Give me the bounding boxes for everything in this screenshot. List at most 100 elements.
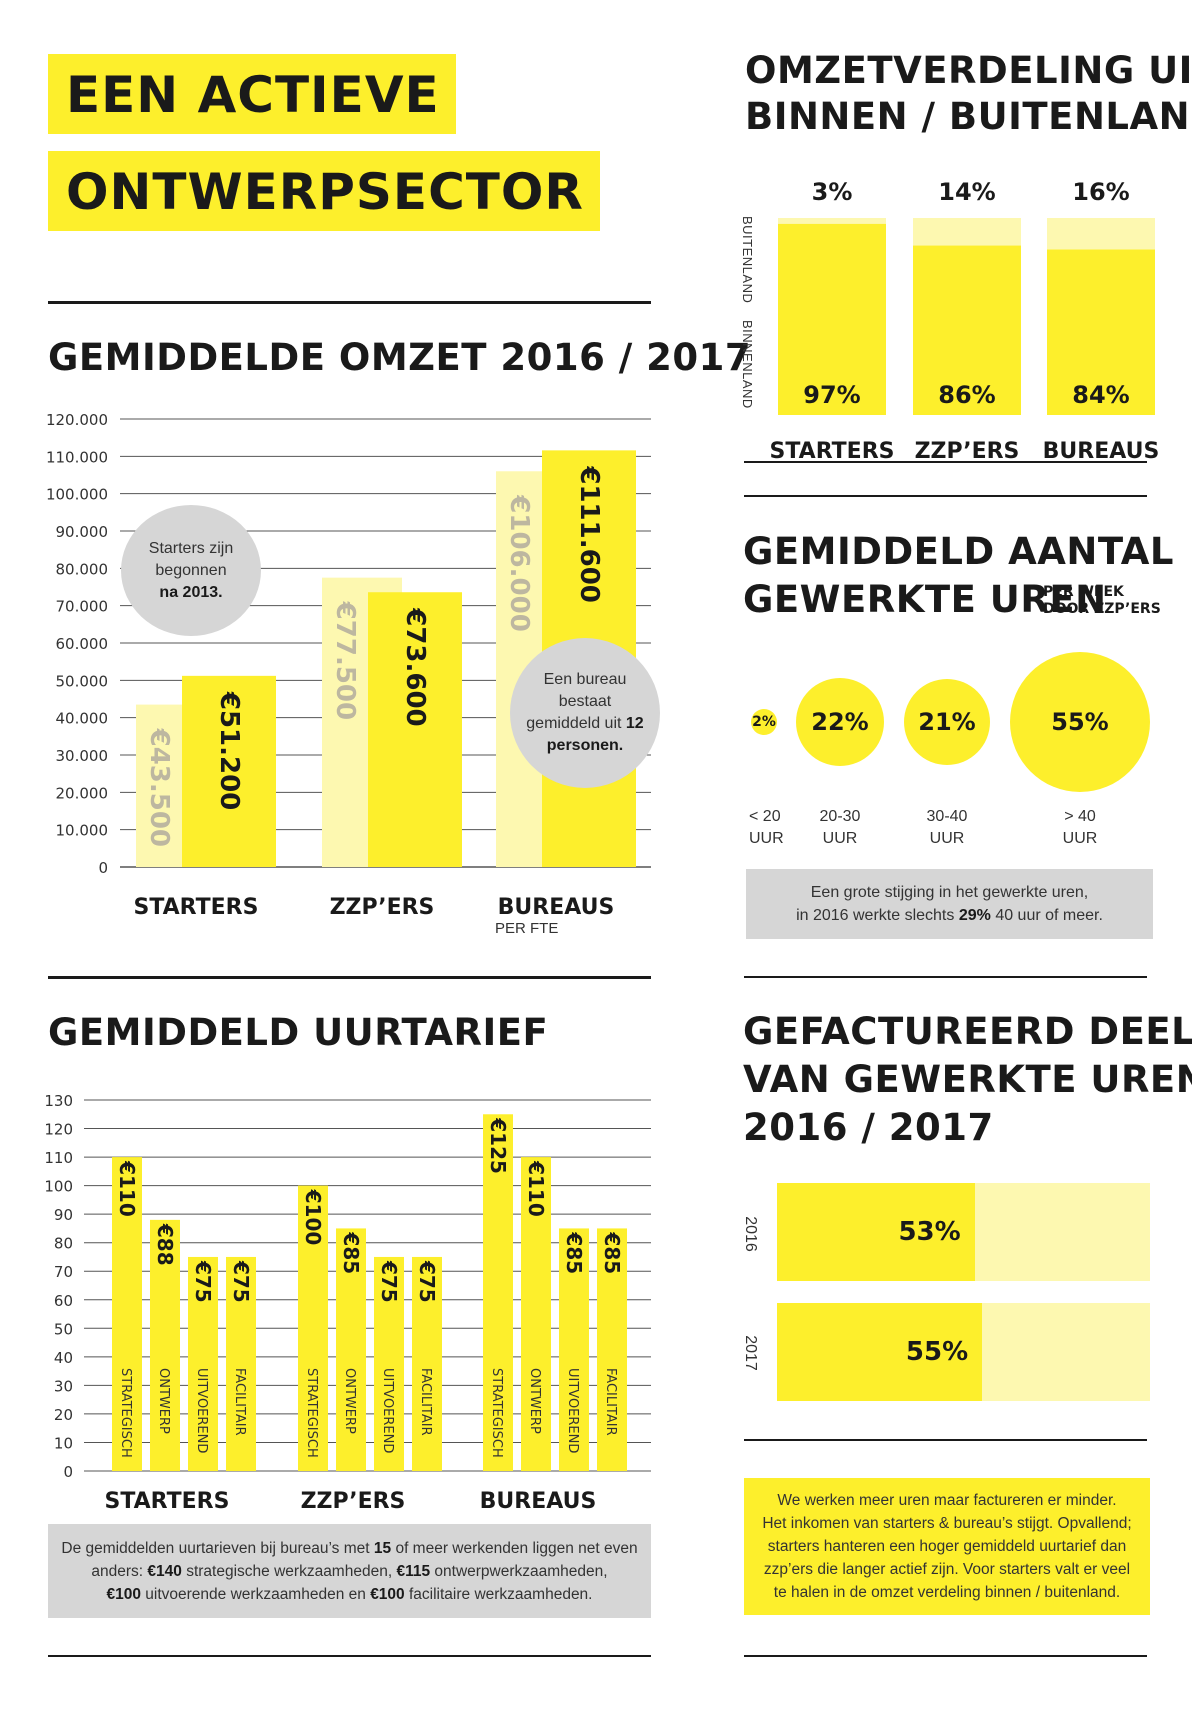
bureaus-per-fte: PER FTE (495, 920, 559, 937)
rates-note-e: strategische werkzaamheden, (186, 1562, 393, 1580)
hours-subtitle-1: PER WEEK (1043, 584, 1124, 600)
billed-fill-2017: 55% (777, 1303, 983, 1401)
rates-note: De gemiddelden uurtarieven bij bureau’s … (48, 1524, 651, 1618)
billed-value-2017: 55% (905, 1337, 969, 1367)
bar-2017 (182, 675, 276, 867)
y-tick-label: 110 (44, 1149, 73, 1167)
divider (48, 976, 651, 979)
billed-title-2: VAN GEWERKTE UREN (743, 1058, 1192, 1101)
billed-fill-2016: 53% (777, 1183, 975, 1281)
rate-category-label: FACILITAIR (603, 1368, 618, 1436)
billed-title-1: GEFACTUREERD DEEL (743, 1010, 1192, 1053)
rate-bar-label: €110 (115, 1160, 139, 1217)
y-tick-label: 0 (63, 1463, 73, 1481)
hours-title-1: GEMIDDELD AANTAL (743, 530, 1174, 573)
hours-note: Een grote stijging in het gewerkte uren,… (746, 869, 1153, 939)
rates-note-f: €115 (396, 1562, 431, 1580)
y-tick-label: 60.000 (56, 635, 109, 653)
bar-label-2016: €43.500 (144, 728, 174, 847)
rates-chart: 0 10 20 30 40 50 60 70 80 90 100 110 120 130 €110 STRAT… (44, 1092, 651, 1514)
divider (744, 976, 1147, 978)
y-tick-label: 20 (54, 1406, 73, 1424)
divider (744, 1655, 1147, 1657)
y-tick-label: 90.000 (56, 523, 109, 541)
y-tick-label: 10 (54, 1434, 73, 1452)
callout-bureau: Een bureau bestaat gemiddeld uit 12 pers… (510, 638, 660, 788)
rates-note-d: €140 (147, 1562, 182, 1580)
rates-note-g: ontwerpwerkzaamheden, (434, 1562, 608, 1580)
rate-bar-label: €85 (339, 1231, 363, 1274)
category-label: STARTERS (134, 895, 259, 920)
callout-starters-text: Starters zijn begonnen (148, 539, 234, 579)
category-label: BUREAUS (1043, 439, 1160, 464)
hours-note-line2-bold: 29% (958, 907, 991, 924)
callout-bureau-text: Een bureau bestaat gemiddeld uit (526, 671, 627, 732)
axis-binnenland: BINNENLAND (740, 320, 755, 409)
rate-bar-label: €125 (486, 1117, 510, 1174)
rate-bar (597, 1228, 627, 1471)
rate-bar-label: €75 (377, 1260, 401, 1303)
hours-bubble: 22% (795, 677, 885, 767)
hours-bubble: 2% (751, 709, 777, 735)
hours-bubble-label: 20-30 UUR (819, 808, 861, 847)
callout-bureau-bold: 12 personen. (546, 715, 644, 754)
rate-bar-label: €88 (153, 1223, 177, 1266)
rate-bar (412, 1256, 442, 1471)
y-tick-label: 120.000 (46, 411, 108, 429)
y-tick-label: 30.000 (56, 747, 109, 765)
y-tick-label: 120 (44, 1121, 73, 1139)
rate-bar (521, 1157, 551, 1471)
y-tick-label: 90 (54, 1206, 73, 1224)
category-label: STARTERS (770, 439, 895, 464)
rate-bar-label: €110 (524, 1160, 548, 1217)
rate-bar (112, 1157, 142, 1471)
y-tick-label: 110.000 (46, 448, 108, 466)
hours-note-line2-post: 40 uur of meer. (995, 907, 1103, 924)
bar-binnenland (1047, 249, 1155, 415)
label-binnenland: 84% (1072, 381, 1129, 409)
callout-starters: Starters zijn begonnen na 2013. (121, 505, 261, 636)
bar-label-2017: €73.600 (400, 607, 430, 726)
category-label: BUREAUS (498, 895, 615, 920)
label-binnenland: 86% (938, 381, 995, 409)
divider (48, 301, 651, 304)
rates-title: GEMIDDELD UURTARIEF (48, 1011, 549, 1054)
rates-note-b: 15 (373, 1539, 392, 1557)
rate-category-label: STRATEGISCH (118, 1368, 133, 1458)
bar-label-2016: €77.500 (330, 601, 360, 720)
hours-title-2: GEWERKTE UREN (743, 578, 1107, 621)
billed-year-2016: 2016 (742, 1216, 759, 1252)
conclusion-line2: Het inkomen van starters & bureau’s stij… (762, 1515, 1132, 1532)
y-tick-label: 100 (44, 1178, 73, 1196)
bar-binnenland (778, 223, 886, 415)
hours-note-line1: Een grote stijging in het gewerkte uren, (810, 884, 1089, 901)
billed-row-2017: 55% (777, 1303, 1150, 1401)
conclusion-line5: te halen in de omzet verdeling binnen / … (773, 1584, 1121, 1601)
rates-note-k: facilitaire werkzaamheden. (408, 1585, 593, 1603)
label-buitenland: 3% (812, 178, 853, 206)
conclusion-line4: zzp’ers die langer actief zijn. Voor sta… (763, 1561, 1131, 1578)
billed-value-2016: 53% (898, 1217, 961, 1247)
y-tick-label: 10.000 (56, 822, 109, 840)
split-title-1: OMZETVERDELING UIT (745, 49, 1192, 92)
y-tick-label: 50.000 (56, 672, 109, 690)
y-tick-label: 70 (54, 1263, 73, 1281)
rate-category-label: ONTWERP (527, 1368, 542, 1434)
rate-category-label: UITVOEREND (380, 1368, 395, 1453)
label-binnenland: 97% (803, 381, 860, 409)
billed-year-2017: 2017 (742, 1335, 759, 1371)
conclusion-line3: starters hanteren een hoger gemiddeld uu… (767, 1538, 1127, 1555)
bar-label-2016: €106.000 (504, 494, 534, 632)
rate-category-label: UITVOEREND (194, 1368, 209, 1453)
headline-line-1: EEN ACTIEVE (48, 54, 456, 134)
rate-bar-label: €85 (562, 1231, 586, 1274)
rate-bar (336, 1228, 366, 1471)
group-label: STARTERS (105, 1489, 230, 1514)
billed-title-3: 2016 / 2017 (743, 1106, 994, 1149)
y-tick-label: 80.000 (56, 560, 109, 578)
rates-note-i: uitvoerende werkzaamheden en (145, 1585, 366, 1603)
rate-category-label: STRATEGISCH (304, 1368, 319, 1458)
headline-line-2: ONTWERPSECTOR (48, 151, 600, 231)
split-title-2: BINNEN / BUITENLAND (745, 95, 1192, 138)
hours-bubble: 55% (1010, 652, 1150, 792)
